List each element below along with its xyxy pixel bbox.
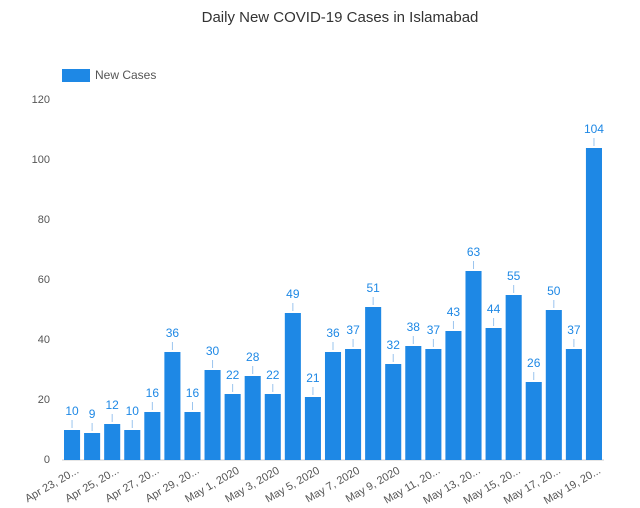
data-label: 12 xyxy=(106,398,120,412)
bar xyxy=(324,352,342,460)
bar xyxy=(244,376,261,460)
data-label: 43 xyxy=(447,305,461,319)
data-label: 10 xyxy=(126,404,140,418)
bar xyxy=(104,424,121,460)
bar xyxy=(284,313,301,460)
chart-title: Daily New COVID-19 Cases in Islamabad xyxy=(202,9,479,26)
bar xyxy=(64,430,81,460)
bar xyxy=(124,430,141,460)
bar xyxy=(385,364,402,460)
data-label: 16 xyxy=(146,386,160,400)
data-label: 55 xyxy=(507,269,521,283)
data-label: 49 xyxy=(286,287,300,301)
bar xyxy=(465,271,482,460)
y-tick-label: 0 xyxy=(44,454,50,466)
data-label: 37 xyxy=(567,323,581,337)
data-label: 10 xyxy=(65,404,79,418)
y-tick-label: 60 xyxy=(38,274,50,286)
data-label: 37 xyxy=(427,323,441,337)
bar xyxy=(405,346,422,460)
y-tick-label: 100 xyxy=(32,154,50,166)
y-tick-label: 120 xyxy=(32,94,50,106)
y-tick-label: 80 xyxy=(38,214,50,226)
bar xyxy=(505,295,522,460)
data-label: 28 xyxy=(246,350,260,364)
data-label: 32 xyxy=(387,338,401,352)
data-label: 22 xyxy=(266,368,280,382)
bar xyxy=(164,352,181,460)
data-label: 36 xyxy=(166,326,180,340)
data-label: 37 xyxy=(346,323,360,337)
data-label: 16 xyxy=(186,386,200,400)
bar xyxy=(204,370,221,460)
data-label: 63 xyxy=(467,245,481,259)
data-label: 51 xyxy=(366,281,380,295)
legend-label: New Cases xyxy=(95,68,156,82)
bar xyxy=(425,349,442,460)
bar xyxy=(264,394,281,460)
bar xyxy=(345,349,362,460)
bar xyxy=(545,310,562,460)
bar xyxy=(144,412,161,460)
bar xyxy=(525,382,542,460)
data-label: 50 xyxy=(547,284,561,298)
bar xyxy=(445,331,462,460)
bar xyxy=(565,349,582,460)
data-label: 22 xyxy=(226,368,240,382)
data-label: 104 xyxy=(584,122,604,136)
data-label: 38 xyxy=(407,320,421,334)
bar xyxy=(84,433,101,460)
bar xyxy=(224,394,241,460)
data-label: 30 xyxy=(206,344,220,358)
bar xyxy=(184,412,201,460)
bar xyxy=(365,307,382,460)
data-label: 36 xyxy=(326,326,340,340)
y-tick-label: 20 xyxy=(38,394,50,406)
legend-swatch xyxy=(62,69,90,82)
y-tick-label: 40 xyxy=(38,334,50,346)
bar xyxy=(485,328,502,460)
data-label: 21 xyxy=(306,371,320,385)
bar xyxy=(304,397,321,460)
data-label: 44 xyxy=(487,302,501,316)
data-label: 9 xyxy=(89,407,96,421)
data-label: 26 xyxy=(527,356,541,370)
bar xyxy=(585,148,602,460)
